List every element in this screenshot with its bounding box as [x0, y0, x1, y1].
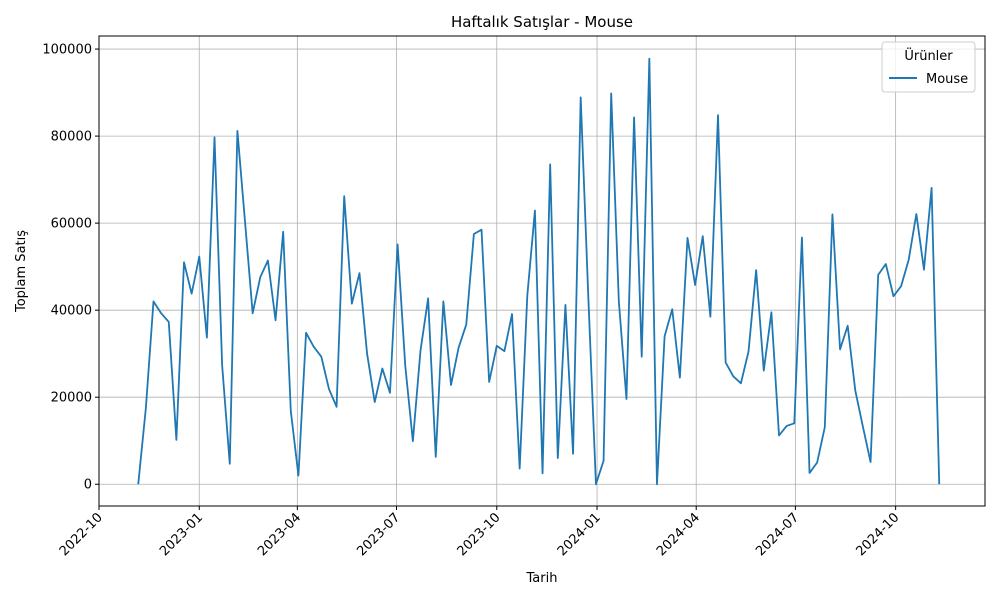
y-tick-label: 0 — [84, 478, 92, 493]
legend-title: Ürünler — [904, 47, 953, 64]
x-axis-title: Tarih — [526, 571, 558, 586]
y-tick-label: 60000 — [51, 217, 92, 232]
series-layer — [137, 57, 941, 486]
legend-box — [881, 41, 976, 93]
y-tick-label: 100000 — [42, 43, 92, 58]
grid-layer — [98, 36, 985, 506]
series-line-mouse — [137, 57, 941, 486]
y-tick-label: 20000 — [51, 391, 92, 406]
y-tick-label: 80000 — [51, 130, 92, 145]
legend: Ürünler Mouse — [881, 41, 976, 93]
plot-area-frame — [98, 35, 986, 507]
y-tick-label: 40000 — [51, 304, 92, 319]
legend-label-mouse: Mouse — [926, 72, 968, 87]
chart-title: Haftalık Satışlar - Mouse — [451, 13, 633, 31]
y-axis-title: Toplam Satış — [14, 230, 29, 313]
